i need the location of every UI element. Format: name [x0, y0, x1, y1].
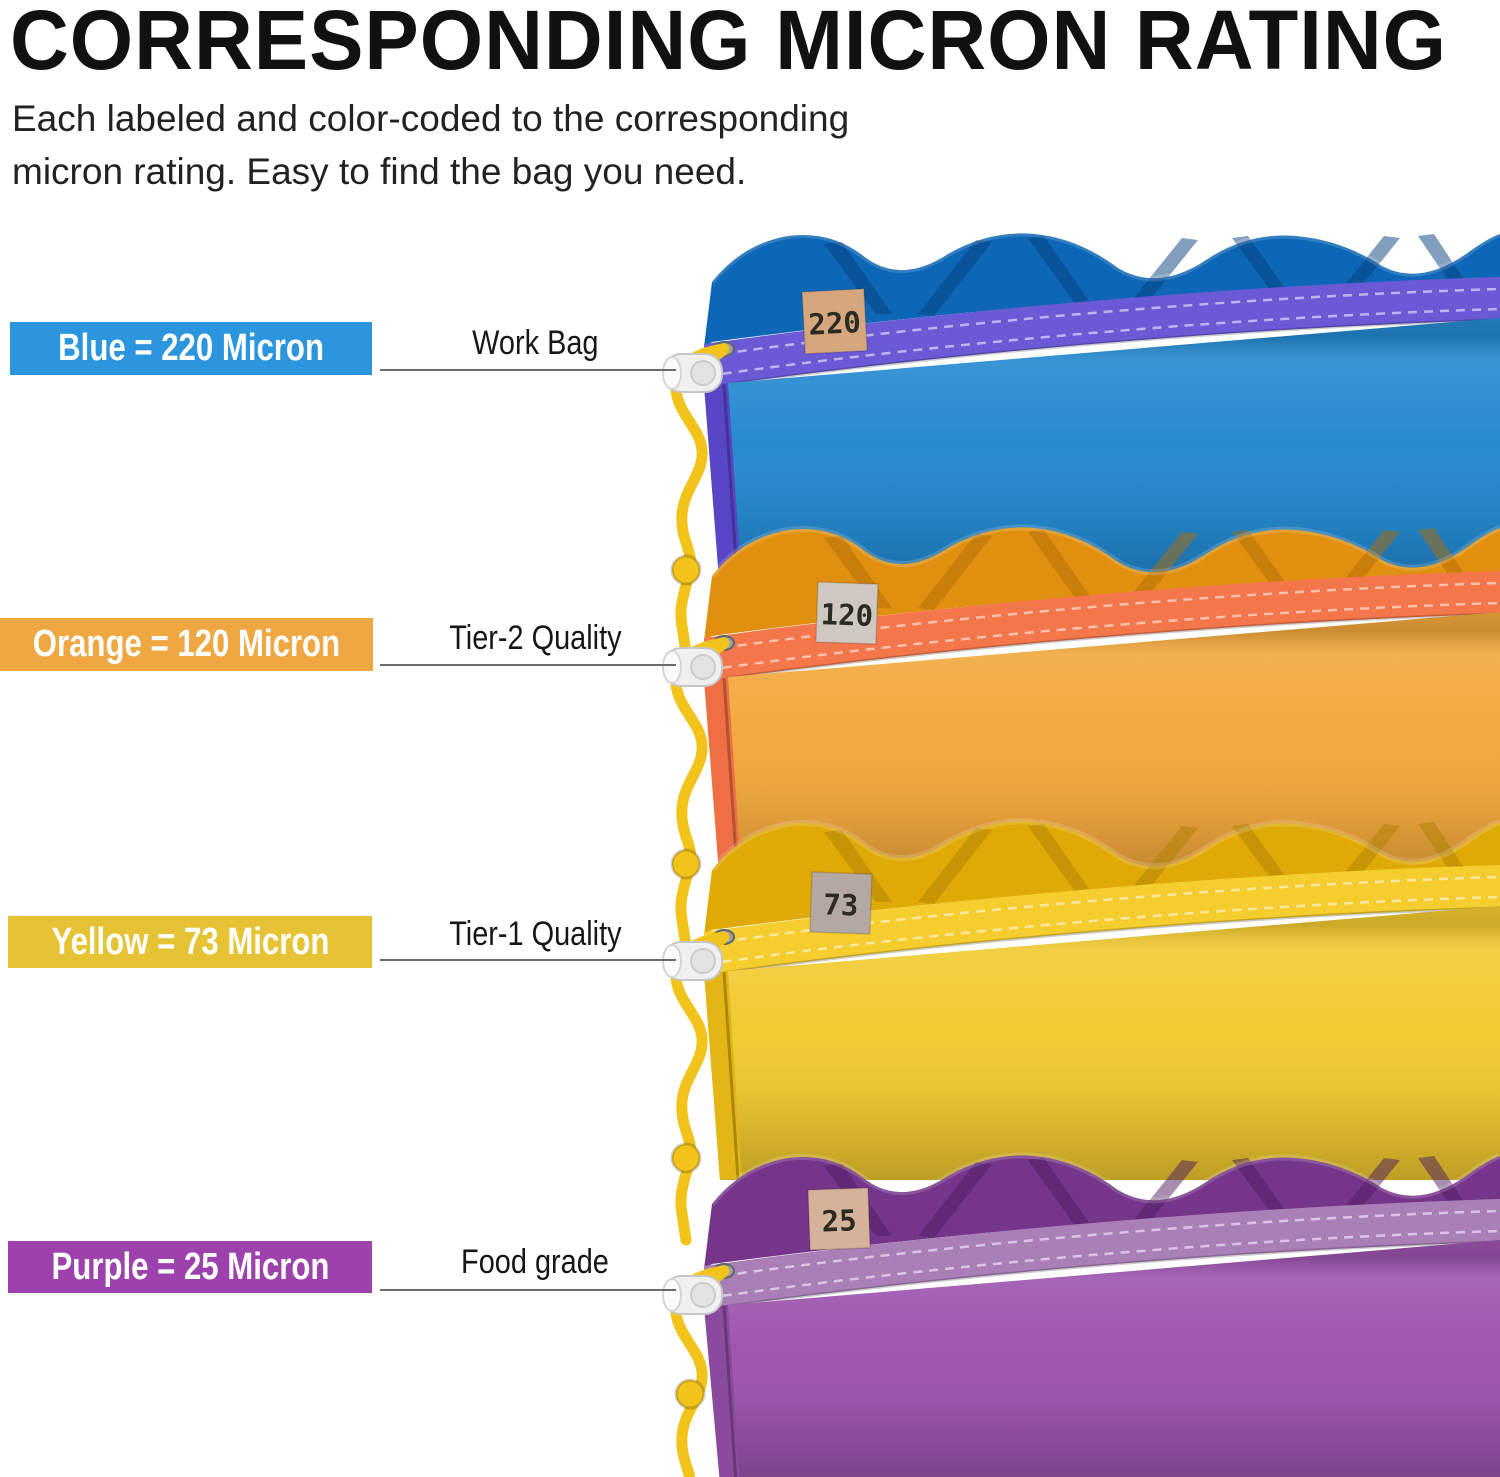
callout-tier2-quality: Tier-2 Quality	[448, 619, 622, 657]
seam-line	[722, 1305, 738, 1477]
micron-tag: 73	[809, 871, 873, 935]
cord-knot	[674, 1378, 706, 1410]
bag-left-seam	[704, 971, 742, 1180]
leader-line-blue	[380, 369, 676, 371]
callout-work-bag: Work Bag	[471, 324, 599, 362]
page-title: CORRESPONDING MICRON RATING	[10, 0, 1448, 87]
legend-chip-purple-25: Purple = 25 Micron	[8, 1241, 372, 1293]
bag-inside	[704, 527, 1500, 641]
leader-line-yellow	[380, 959, 676, 961]
bag-trim-band	[704, 571, 1500, 681]
cord-lock-toggle	[662, 353, 723, 393]
legend-chip-blue-220: Blue = 220 Micron	[10, 322, 372, 375]
micron-tag-number: 220	[808, 305, 862, 342]
bag-orange-120: 120	[662, 524, 1500, 952]
bag-trim-band	[704, 277, 1500, 387]
micron-tag: 120	[815, 581, 879, 645]
bag-blue-220: 220	[662, 230, 1500, 658]
bag-left-seam	[704, 383, 742, 592]
bag-trim-band	[704, 865, 1500, 975]
wave-highlight	[709, 524, 1500, 578]
leader-line-purple	[380, 1289, 676, 1291]
bag-left-seam	[704, 1305, 740, 1477]
seam-line	[722, 971, 740, 1180]
band-shadow	[707, 906, 1500, 977]
wave-highlight	[709, 1152, 1500, 1206]
cord-knot	[670, 848, 702, 880]
band-shadow	[707, 612, 1500, 683]
wave-highlight	[709, 818, 1500, 872]
bag-pleat-shadows	[824, 822, 1476, 904]
bag-body-sheen	[704, 318, 1500, 592]
legend-chip-yellow-73: Yellow = 73 Micron	[8, 916, 372, 968]
legend-chip-orange-120: Orange = 120 Micron	[0, 618, 373, 671]
stitch-line	[706, 601, 1500, 672]
cord-lock-toggle	[662, 647, 723, 687]
micron-tag-number: 73	[823, 887, 859, 922]
stitch-line	[706, 307, 1500, 378]
cord-knot	[670, 1142, 702, 1174]
bag-purple-25: 25	[662, 1152, 1500, 1477]
bag-left-seam	[704, 677, 742, 886]
bag-yellow-73: 73	[662, 818, 1500, 1246]
leader-line-orange	[380, 664, 676, 666]
band-shadow	[707, 318, 1500, 389]
cord-lock-toggle	[662, 1275, 723, 1315]
micron-tag: 25	[807, 1187, 871, 1251]
cord-knot	[670, 554, 702, 586]
bag-inside	[704, 233, 1500, 347]
micron-tag: 220	[801, 287, 868, 355]
bag-inside	[704, 821, 1500, 935]
page-subtitle: Each labeled and color-coded to the corr…	[12, 92, 849, 198]
micron-tag-number: 25	[821, 1203, 857, 1238]
wave-highlight	[709, 230, 1500, 284]
stitch-line	[705, 1209, 1500, 1280]
callout-food-grade: Food grade	[461, 1243, 609, 1281]
micron-tag-number: 120	[820, 597, 874, 633]
bag-body-sheen	[704, 906, 1500, 1180]
stitch-line	[706, 895, 1500, 966]
subtitle-line-2: micron rating. Easy to find the bag you …	[12, 151, 747, 192]
band-shadow	[707, 1240, 1500, 1311]
callout-tier1-quality: Tier-1 Quality	[448, 915, 622, 953]
bag-trim-band	[704, 1199, 1500, 1309]
stitch-line	[706, 1229, 1500, 1300]
bag-pleat-shadows	[824, 1156, 1476, 1238]
bag-pleat-shadows	[824, 234, 1476, 316]
bag-body-sheen	[704, 1240, 1500, 1477]
bag-pleat-shadows	[824, 528, 1476, 610]
bag-body-sheen	[704, 612, 1500, 886]
cord-lock-toggle	[662, 941, 723, 981]
subtitle-line-1: Each labeled and color-coded to the corr…	[12, 98, 850, 139]
bag-inside	[704, 1155, 1500, 1269]
